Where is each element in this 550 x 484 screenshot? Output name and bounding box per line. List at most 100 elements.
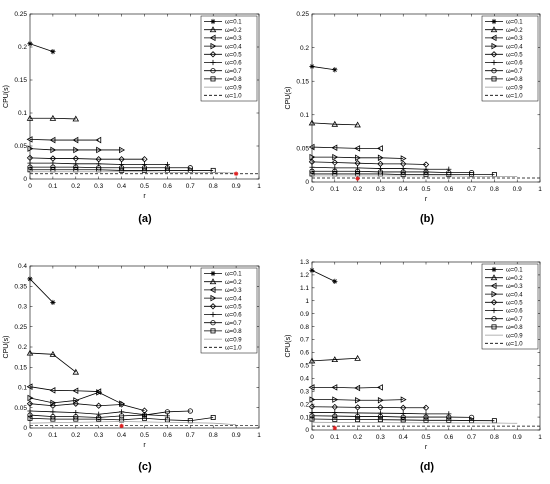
- data-point: [118, 165, 125, 171]
- x-tick-label: 0.4: [399, 434, 408, 441]
- data-point: [332, 67, 338, 73]
- legend-entry: ω=0.6: [485, 59, 523, 67]
- data-point: [49, 350, 57, 357]
- data-point: [26, 114, 34, 121]
- series-line: [29, 417, 214, 422]
- data-point: [26, 383, 33, 390]
- data-point: [355, 410, 361, 416]
- x-tick-label: 0: [28, 432, 32, 439]
- data-point: [118, 156, 125, 163]
- legend-label: ω=0.6: [225, 61, 242, 67]
- series-line: [30, 166, 191, 169]
- legend-label: ω=1.0: [506, 94, 523, 100]
- y-tick-label: 1.3: [300, 259, 309, 266]
- legend-entry: ω=0.3: [204, 286, 242, 294]
- data-point: [309, 168, 315, 174]
- legend-label: ω=0.8: [506, 325, 523, 331]
- legend-label: ω=0.8: [225, 329, 242, 335]
- legend-entry: ω=1.0: [204, 346, 242, 352]
- series-ω=0.8: [27, 167, 216, 173]
- x-axis-label: r: [143, 193, 146, 200]
- series-ω=0.3: [26, 136, 102, 144]
- legend-label: ω=0.7: [506, 69, 523, 75]
- optimum-star: [119, 423, 124, 429]
- series-ω=0.7: [309, 413, 475, 420]
- data-point: [50, 164, 56, 170]
- x-tick-label: 1: [538, 434, 542, 441]
- legend-entry: ω=0.4: [204, 294, 242, 302]
- panel-caption: (a): [138, 213, 152, 225]
- data-point: [49, 387, 56, 394]
- legend-entry: ω=0.8: [204, 328, 242, 335]
- x-tick-label: 0.4: [117, 183, 126, 190]
- chart-panel-1: 0 0.1 0.2 0.3 0.4 0.5 0.6 0.7 0.8 0.9 1 0 0.05 0.1 0.1…: [3, 11, 261, 225]
- y-tick-label: 0.3: [18, 304, 27, 311]
- x-tick-label: 0.7: [186, 183, 195, 190]
- x-tick-label: 0.3: [376, 186, 385, 193]
- legend-marker: [210, 270, 216, 277]
- data-point: [73, 146, 80, 154]
- x-tick-label: 0: [310, 186, 314, 193]
- data-point: [377, 154, 384, 162]
- y-tick-label: 0.2: [300, 401, 309, 408]
- data-point: [27, 415, 33, 421]
- series-line: [29, 157, 145, 160]
- legend-marker: [491, 68, 497, 74]
- series-line: [29, 139, 99, 141]
- series-ω=0.3: [308, 384, 383, 392]
- legend-label: ω=0.7: [225, 321, 242, 327]
- data-point: [50, 409, 56, 415]
- y-tick-label: 0.35: [14, 283, 27, 290]
- legend-label: ω=0.3: [506, 36, 523, 42]
- data-point: [50, 399, 57, 407]
- legend: ω=0.1 ω=0.2 ω=0.3 ω=0.4 ω=0.5 ω=0.6 ω=0.7 ω=0.8…: [200, 15, 258, 102]
- data-point: [27, 145, 34, 152]
- y-tick-label: 0.1: [18, 385, 27, 392]
- x-tick-label: 0.1: [330, 434, 339, 441]
- data-point: [400, 417, 406, 423]
- data-point: [423, 414, 429, 420]
- legend-label: ω=0.4: [506, 44, 523, 50]
- x-tick-label: 0.7: [467, 186, 476, 193]
- legend-marker: [491, 316, 497, 322]
- series-ω=0.8: [309, 416, 497, 424]
- series-line: [30, 117, 76, 120]
- data-point: [355, 396, 362, 404]
- x-tick-label: 0: [310, 434, 314, 441]
- y-tick-label: 0: [23, 425, 27, 432]
- series-ω=0.4: [309, 153, 407, 162]
- legend-marker: [490, 34, 497, 42]
- y-tick-label: 0.15: [296, 78, 309, 85]
- series-ω=0.1: [309, 267, 338, 284]
- legend-label: ω=0.7: [225, 69, 242, 75]
- data-point: [332, 165, 338, 171]
- series-line: [312, 170, 472, 173]
- series-line: [311, 421, 518, 424]
- y-axis-label: CPU(s): [3, 85, 10, 108]
- legend-entry: ω=1.0: [485, 342, 523, 348]
- y-tick-label: 0: [23, 176, 27, 183]
- legend-entry: ω=0.5: [204, 51, 242, 59]
- legend-marker: [210, 294, 217, 302]
- data-point: [96, 416, 102, 422]
- data-point: [331, 403, 338, 411]
- x-tick-label: 0.6: [163, 183, 172, 190]
- legend-marker: [209, 278, 217, 285]
- data-point: [73, 164, 79, 170]
- series-line: [311, 406, 426, 409]
- data-point: [119, 161, 125, 168]
- data-point: [73, 161, 79, 167]
- legend-label: ω=1.0: [506, 342, 523, 348]
- legend-marker: [210, 76, 216, 82]
- data-point: [423, 417, 429, 423]
- y-tick-label: 1.1: [300, 285, 309, 292]
- y-tick-label: 0.05: [14, 405, 27, 412]
- legend: ω=0.1 ω=0.2 ω=0.3 ω=0.4 ω=0.5 ω=0.6 ω=0.7 ω=0.8…: [481, 15, 539, 102]
- x-tick-label: 0.1: [48, 432, 57, 439]
- data-point: [72, 387, 79, 395]
- y-tick-label: 0.15: [14, 364, 27, 371]
- panel-caption: (b): [420, 213, 434, 225]
- series-line: [30, 171, 237, 174]
- y-tick-label: 0.1: [300, 414, 309, 421]
- series-ω=0.9: [312, 175, 518, 177]
